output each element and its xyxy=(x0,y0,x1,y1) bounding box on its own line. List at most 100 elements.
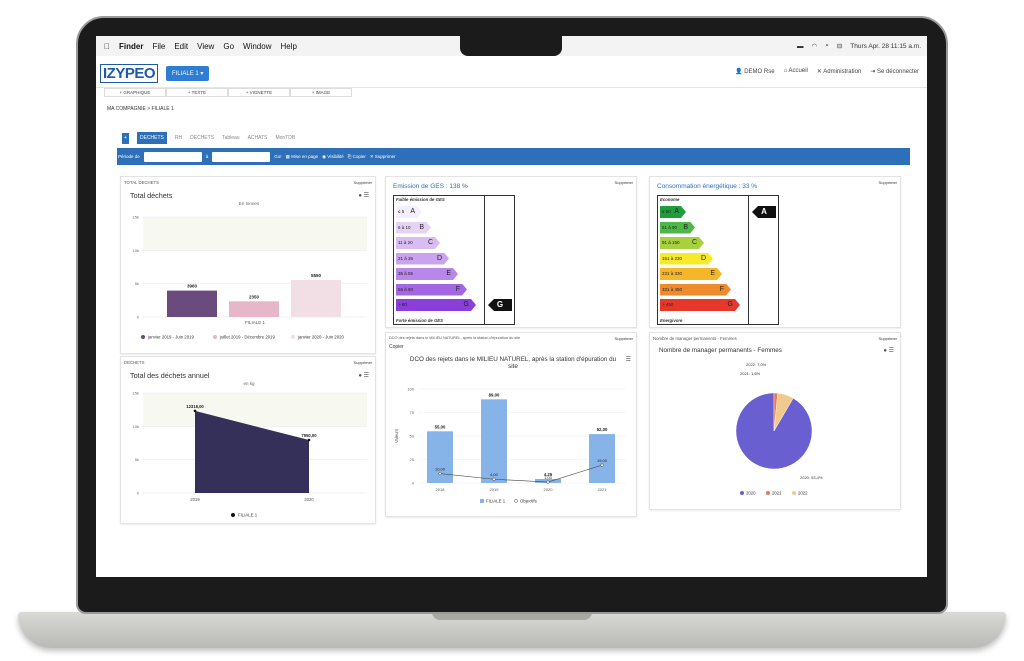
control-center-icon[interactable]: ⊟ xyxy=(836,43,843,50)
logout-link[interactable]: ⇥ Se déconnecter xyxy=(870,69,919,75)
copy-button[interactable]: ⎘ Copier xyxy=(347,154,366,159)
y-tick-label: 10k xyxy=(133,424,139,429)
tab-rh[interactable]: RH xyxy=(174,135,183,141)
band-range: 151 à 230 xyxy=(662,255,683,261)
visibility-button[interactable]: ◉ Visibilité xyxy=(322,153,344,159)
wifi-icon[interactable]: ◠ xyxy=(811,43,818,50)
period-end-input[interactable] xyxy=(212,151,271,162)
y-tick-label: 0 xyxy=(137,315,140,320)
clock[interactable]: Thurs Apr. 28 11:15 a.m. xyxy=(850,42,921,50)
chart-title: DCO des rejets dans le MILIEU NATUREL, a… xyxy=(409,356,617,370)
menu-edit[interactable]: Edit xyxy=(168,41,188,51)
tab-achats[interactable]: ACHATS xyxy=(247,135,268,141)
laptop-base-notch xyxy=(432,612,592,620)
energy-band: > 80 G xyxy=(396,299,476,311)
menu-view[interactable]: View xyxy=(191,41,214,51)
rating-marker: A xyxy=(752,206,776,218)
pie-slice xyxy=(773,392,794,432)
card-energie: Supprimer Consommation énergétique : 33 … xyxy=(649,176,901,328)
delete-card-link[interactable]: Supprimer xyxy=(353,180,372,185)
menu-go[interactable]: Go xyxy=(217,41,234,51)
delete-card-link[interactable]: Supprimer xyxy=(614,180,633,185)
layout-label: Mise en page xyxy=(291,153,319,159)
y-tick-label: 5k xyxy=(135,457,139,462)
chart-menu-icons: ● ☰ xyxy=(358,192,369,199)
add-image-button[interactable]: + IMAGE xyxy=(290,88,352,97)
data-label: 4,25 xyxy=(544,472,553,477)
delete-button[interactable]: ✕ Supprimer xyxy=(369,153,396,159)
add-graph-button[interactable]: + GRAPHIQUE xyxy=(104,88,166,97)
gear-icon[interactable]: ● xyxy=(358,373,362,379)
search-icon[interactable]: ⌕ xyxy=(825,42,829,49)
filiale-dropdown[interactable]: FILIALE 1 ▾ xyxy=(166,66,210,81)
user-link[interactable]: 👤 DEMO Rse xyxy=(735,69,775,75)
legend-item: juillet 2019 - Décembre 2019 xyxy=(219,335,276,340)
add-text-button[interactable]: + TEXTE xyxy=(166,88,228,97)
x-tick-label: 2019 xyxy=(190,497,200,502)
layout-button[interactable]: ▦ Mise en page xyxy=(285,153,319,159)
area-fill xyxy=(195,410,309,493)
bar xyxy=(229,301,279,317)
hamburger-icon[interactable]: ☰ xyxy=(363,373,369,379)
energie-label-box: Econome Energivore ≤ 50 A 51 à 90 B 91 à 150 C 1… xyxy=(657,195,779,325)
y-tick-label: 50 xyxy=(410,434,415,439)
objective-point xyxy=(600,463,604,467)
delete-card-link[interactable]: Supprimer xyxy=(614,336,633,341)
manager-pie-chart: 2020: 93,4% 2021: 1,6% 2022: 7,0% 2020 2021 2… xyxy=(735,362,823,496)
legend-marker xyxy=(141,335,145,339)
izypeo-logo[interactable]: IZYPEO xyxy=(100,64,159,83)
menu-window[interactable]: Window xyxy=(237,41,271,51)
menu-finder[interactable]: Finder xyxy=(113,41,143,51)
delete-card-link[interactable]: Supprimer xyxy=(353,360,372,365)
band-range: 36 à 55 xyxy=(398,271,414,276)
chart-title: Total déchets xyxy=(130,191,173,200)
card-header: Nombre de manager permanents - Femmes xyxy=(653,336,737,341)
legend-marker xyxy=(792,491,796,495)
card-total-dechets: TOTAL DECHETS Supprimer Total déchets ● … xyxy=(120,176,376,354)
y-tick-label: 25 xyxy=(410,457,415,462)
card-header: DCO des rejets dans le MILIEU NATUREL, a… xyxy=(389,336,521,340)
period-start-input[interactable] xyxy=(143,151,202,162)
ges-label-box: Faible émission de GES Forte émission de … xyxy=(393,195,515,325)
menu-help[interactable]: Help xyxy=(274,41,296,51)
copy-link[interactable]: Copier xyxy=(389,344,404,350)
x-axis-label: FILIALE 1 xyxy=(245,320,266,325)
tab-tableau[interactable]: Tableau xyxy=(222,135,240,141)
objective-point xyxy=(438,472,442,476)
legend-item: janvier 2019 - Juin 2019 xyxy=(147,335,194,340)
hamburger-icon[interactable]: ☰ xyxy=(625,357,631,363)
admin-link[interactable]: ✕ Administration xyxy=(816,69,862,75)
data-point xyxy=(193,409,197,413)
go-button[interactable]: Go! xyxy=(274,154,282,159)
filter-bar: Période de à Go! ▦ Mise en page ◉ Visibi… xyxy=(117,148,910,165)
tab-montdb[interactable]: MonTDB xyxy=(275,135,296,141)
energy-band: 151 à 230 D xyxy=(660,253,713,265)
battery-icon[interactable]: ▬ xyxy=(797,42,804,50)
apple-icon[interactable]:  xyxy=(104,42,110,51)
visibility-label: Visibilité xyxy=(327,153,344,159)
hamburger-icon[interactable]: ☰ xyxy=(363,193,369,199)
band-letter: D xyxy=(436,254,442,262)
delete-card-link[interactable]: Supprimer xyxy=(878,180,897,185)
add-tile-button[interactable]: + VIGNETTE xyxy=(228,88,290,97)
delete-card-link[interactable]: Supprimer xyxy=(878,336,897,341)
legend-marker xyxy=(213,335,217,339)
card-header: TOTAL DECHETS xyxy=(124,180,160,185)
add-tab-button[interactable]: + xyxy=(122,132,129,144)
band-letter: C xyxy=(691,239,697,246)
tab-dechets[interactable]: DECHETS xyxy=(137,132,167,144)
data-label: 1,00 xyxy=(544,475,553,480)
ges-title: Emission de GES : 138 % xyxy=(393,183,468,190)
breadcrumb: MA COMPAGNIE > FILIALE 1 xyxy=(107,106,174,112)
gear-icon[interactable]: ● xyxy=(358,193,362,199)
hamburger-icon[interactable]: ☰ xyxy=(888,348,894,354)
menu-file[interactable]: File xyxy=(146,41,165,51)
legend-item: 2020 xyxy=(746,491,756,496)
band-range: 91 à 150 xyxy=(662,240,680,245)
x-tick-label: 2020 xyxy=(544,487,554,492)
data-label: 3960 xyxy=(187,284,198,289)
tab-dechets-2[interactable]: DECHETS xyxy=(190,135,215,141)
gear-icon[interactable]: ● xyxy=(883,348,887,354)
band-range: 21 à 35 xyxy=(398,255,414,261)
home-link[interactable]: ⌂ Accueil xyxy=(783,68,808,74)
